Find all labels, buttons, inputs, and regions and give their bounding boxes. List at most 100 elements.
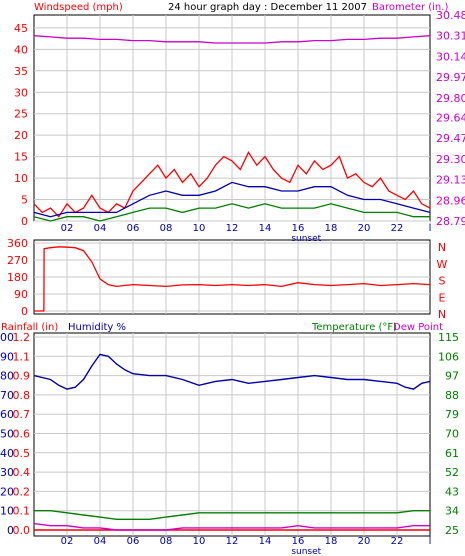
barometer-tick-label: 30.31 xyxy=(436,30,465,43)
rainfall-tick-label: 1.2 xyxy=(13,331,31,344)
sunset-label: sunset xyxy=(291,234,321,244)
series-line-hum-blue xyxy=(33,353,431,390)
humidity-tick-label: 90 xyxy=(0,350,14,363)
direction-tick-label: 270 xyxy=(7,254,28,267)
temperature-tick-label: 97 xyxy=(445,370,459,383)
time-tick-label: l xyxy=(429,223,432,234)
series-line-dew-magenta xyxy=(33,522,430,531)
compass-tick-label: N xyxy=(438,241,446,254)
series-line-wind-green xyxy=(33,203,430,222)
windspeed-tick-label: 30 xyxy=(14,86,28,99)
rainfall-tick-label: 0.6 xyxy=(13,428,31,441)
rainfall-tick-label: 1.1 xyxy=(13,350,31,363)
compass-tick-label: N xyxy=(438,308,446,321)
time-tick-label: l xyxy=(429,536,432,547)
temperature-tick-label: 70 xyxy=(445,428,459,441)
barometer-axis-label: Barometer (in.) xyxy=(372,2,448,13)
series-line-temp-green xyxy=(34,510,430,520)
humidity-tick-label: 40 xyxy=(0,447,14,460)
series-line-wind-direction xyxy=(34,246,431,312)
time-tick-label: 12 xyxy=(226,536,239,547)
windspeed-tick-label: 5 xyxy=(21,194,28,207)
sunset-label: sunset xyxy=(291,547,321,556)
humidity-tick-label: 60 xyxy=(0,408,14,421)
windspeed-tick-label: 45 xyxy=(14,22,28,35)
barometer-tick-label: 29.97 xyxy=(436,71,465,84)
time-tick-label: 02 xyxy=(61,536,74,547)
time-tick-label: 08 xyxy=(160,536,173,547)
rainfall-tick-label: 0.1 xyxy=(13,505,31,518)
dew-point-label: Dew Point xyxy=(393,322,443,333)
compass-tick-label: E xyxy=(439,291,446,304)
direction-tick-label: 360 xyxy=(7,237,28,250)
temperature-tick-label: 25 xyxy=(445,524,459,537)
time-tick-label: 18 xyxy=(325,223,338,234)
rainfall-tick-label: 0.7 xyxy=(13,408,31,421)
temperature-tick-label: 88 xyxy=(445,389,459,402)
time-tick-label: 22 xyxy=(391,536,404,547)
humidity-tick-label: 100 xyxy=(0,331,14,344)
rainfall-tick-label: 0.5 xyxy=(13,447,31,460)
barometer-tick-label: 29.30 xyxy=(436,153,465,166)
rainfall-axis-label: Rainfall (in) xyxy=(1,322,58,333)
barometer-tick-label: 28.96 xyxy=(436,194,465,207)
humidity-tick-label: 50 xyxy=(0,428,14,441)
humidity-axis-label: Humidity % xyxy=(68,322,126,333)
temperature-axis-label: Temperature (°F) xyxy=(311,322,397,333)
rainfall-tick-label: 0.0 xyxy=(13,524,31,537)
barometer-tick-label: 29.64 xyxy=(436,111,465,124)
direction-tick-label: 0 xyxy=(21,305,28,318)
barometer-tick-label: 29.80 xyxy=(436,92,465,105)
time-tick-label: 02 xyxy=(61,223,74,234)
chart-title: 24 hour graph day : December 11 2007 xyxy=(168,2,367,13)
temperature-tick-label: 61 xyxy=(445,447,459,460)
rainfall-tick-label: 0.8 xyxy=(13,389,31,402)
temperature-tick-label: 52 xyxy=(445,466,459,479)
rainfall-tick-label: 0.9 xyxy=(13,370,31,383)
humidity-tick-label: 70 xyxy=(0,389,14,402)
series-line-wind-red xyxy=(33,150,431,218)
temperature-tick-label: 43 xyxy=(445,485,459,498)
series-line-baro-magenta xyxy=(33,35,431,44)
temperature-tick-label: 115 xyxy=(438,331,459,344)
barometer-tick-label: 29.13 xyxy=(436,174,465,187)
time-tick-label: 22 xyxy=(391,223,404,234)
barometer-tick-label: 29.47 xyxy=(436,132,465,145)
windspeed-tick-label: 25 xyxy=(14,108,28,121)
barometer-tick-label: 30.14 xyxy=(436,50,465,63)
time-tick-label: 14 xyxy=(259,223,272,234)
direction-tick-label: 180 xyxy=(7,271,28,284)
windspeed-tick-label: 40 xyxy=(14,43,28,56)
time-tick-label: 06 xyxy=(127,536,140,547)
humidity-tick-label: 10 xyxy=(0,505,14,518)
direction-tick-label: 90 xyxy=(14,288,28,301)
time-tick-label: 20 xyxy=(358,223,371,234)
windspeed-tick-label: 35 xyxy=(14,65,28,78)
humidity-tick-label: 80 xyxy=(0,370,14,383)
rainfall-tick-label: 0.2 xyxy=(13,485,31,498)
humidity-tick-label: 0 xyxy=(7,524,14,537)
time-tick-label: 10 xyxy=(193,223,206,234)
windspeed-tick-label: 10 xyxy=(14,172,28,185)
barometer-tick-label: 28.79 xyxy=(436,215,465,228)
temperature-tick-label: 34 xyxy=(445,505,459,518)
compass-tick-label: W xyxy=(437,258,448,271)
windspeed-tick-label: 0 xyxy=(21,215,28,228)
time-tick-label: 06 xyxy=(127,223,140,234)
time-tick-label: 08 xyxy=(160,223,173,234)
windspeed-tick-label: 15 xyxy=(14,151,28,164)
time-tick-label: 04 xyxy=(94,223,107,234)
rainfall-tick-label: 0.4 xyxy=(13,466,31,479)
windspeed-axis-label: Windspeed (mph) xyxy=(34,2,123,13)
time-tick-label: 10 xyxy=(193,536,206,547)
barometer-tick-label: 30.48 xyxy=(436,9,465,22)
time-tick-label: 14 xyxy=(259,536,272,547)
series-line-wind-blue xyxy=(33,181,431,218)
humidity-tick-label: 20 xyxy=(0,485,14,498)
temperature-tick-label: 106 xyxy=(438,350,459,363)
time-tick-label: 18 xyxy=(325,536,338,547)
temperature-tick-label: 79 xyxy=(445,408,459,421)
windspeed-tick-label: 20 xyxy=(14,129,28,142)
time-tick-label: 12 xyxy=(226,223,239,234)
